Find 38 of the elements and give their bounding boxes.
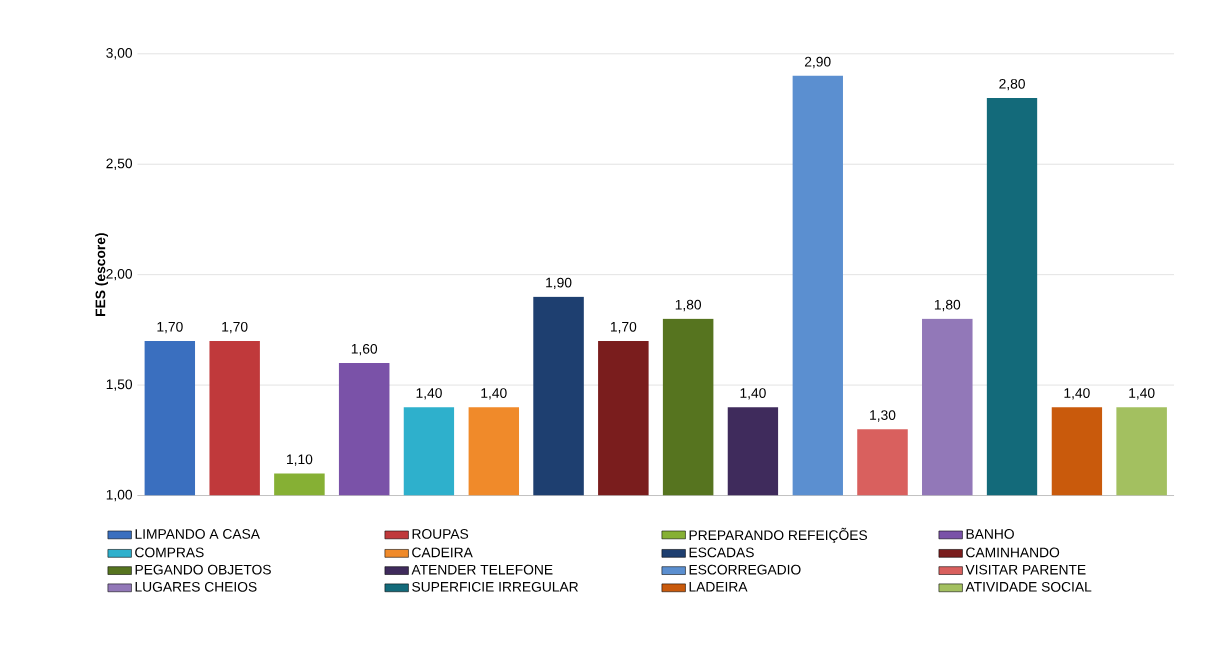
y-axis-title: FES (escore)	[95, 233, 109, 316]
legend-label: PEGANDO OBJETOS	[135, 564, 271, 575]
data-label: 1,40	[416, 388, 442, 400]
data-label: 2,80	[999, 79, 1025, 91]
legend-label: ESCADAS	[689, 547, 754, 558]
data-label: 1,90	[546, 277, 572, 290]
data-label: 1,40	[481, 388, 507, 400]
legend-label: CADEIRA	[412, 547, 473, 558]
y-tick-label: 2,00	[106, 269, 133, 281]
data-label: 1,80	[675, 299, 702, 312]
legend-label: ESCORREGADIO	[689, 564, 801, 575]
y-tick-label: 3,00	[106, 48, 133, 60]
data-label: 1,40	[1064, 388, 1090, 400]
data-label: 2,90	[804, 56, 831, 69]
legend-label: VISITAR PARENTE	[965, 564, 1086, 575]
data-label: 1,70	[157, 321, 183, 334]
legend-label: COMPRAS	[135, 547, 204, 558]
data-label: 1,60	[351, 344, 378, 356]
legend-label: PREPARANDO REFEIÇÕES	[689, 527, 868, 543]
y-tick-label: 2,50	[106, 158, 133, 171]
legend-label: SUPERFICIE IRREGULAR	[412, 582, 578, 592]
legend-label: ATIVIDADE SOCIAL	[965, 582, 1092, 592]
legend-label: BANHO	[966, 529, 1014, 539]
data-label: 1,70	[610, 321, 637, 334]
data-label: 1,30	[870, 410, 896, 422]
legend-label: CAMINHANDO	[966, 547, 1060, 558]
data-label: 1,40	[1129, 388, 1155, 400]
data-label: 1,40	[740, 388, 766, 400]
data-label: 1,70	[222, 321, 248, 334]
data-label: 1,80	[934, 299, 961, 312]
data-label: 1,10	[287, 454, 313, 466]
legend-label: LUGARES CHEIOS	[135, 582, 257, 592]
y-tick-label: 1,00	[106, 489, 133, 502]
legend-label: ROUPAS	[412, 529, 469, 539]
legend-label: LIMPANDO A CASA	[135, 529, 260, 539]
legend-label: ATENDER TELEFONE	[411, 564, 553, 575]
y-tick-label: 1,50	[106, 379, 133, 391]
legend-label: LADEIRA	[689, 582, 748, 592]
